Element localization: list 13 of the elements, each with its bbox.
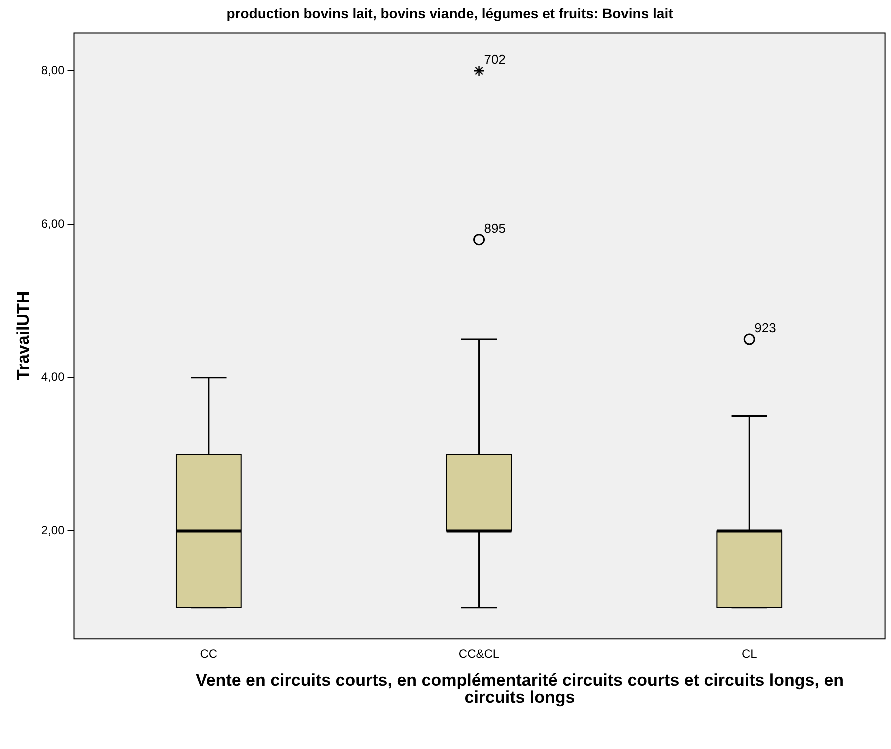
y-tick-label: 2,00 — [41, 524, 66, 538]
x-tick-label: CC&CL — [458, 647, 500, 662]
y-axis-title: TravailUTH — [14, 291, 33, 380]
y-tick-label: 8,00 — [41, 63, 66, 78]
annotation: 895 — [484, 220, 506, 236]
chart-title: production bovins lait, bovins viande, légumes et fruits: Bovins lait — [226, 5, 674, 22]
x-axis-title: Vente en circuits courts, en complémentarité circuits courts et circuits longs, en circuits longs — [194, 671, 846, 707]
x-tick-label: CL — [742, 647, 758, 662]
annotation: 702 — [484, 52, 506, 68]
x-tick-label: CC — [200, 647, 218, 662]
y-tick-label: 4,00 — [41, 370, 66, 384]
annotation: 923 — [754, 320, 776, 336]
y-tick-label: 6,00 — [41, 216, 66, 231]
